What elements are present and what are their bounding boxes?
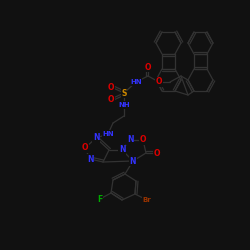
Text: O: O [145, 62, 151, 72]
Text: O: O [108, 82, 114, 92]
Text: N: N [130, 156, 136, 166]
Text: S: S [121, 88, 127, 98]
Text: HN: HN [102, 131, 114, 137]
Text: O: O [154, 148, 160, 158]
Text: NH: NH [118, 102, 130, 108]
Text: F: F [98, 194, 103, 203]
Text: O: O [82, 144, 88, 152]
Text: N: N [93, 134, 99, 142]
Text: O: O [140, 136, 146, 144]
Text: Br: Br [142, 197, 152, 203]
Text: HN: HN [130, 79, 142, 85]
Text: N: N [127, 136, 133, 144]
Text: O: O [108, 94, 114, 104]
Text: O: O [156, 78, 162, 86]
Text: N: N [119, 146, 125, 154]
Text: N: N [87, 154, 93, 164]
